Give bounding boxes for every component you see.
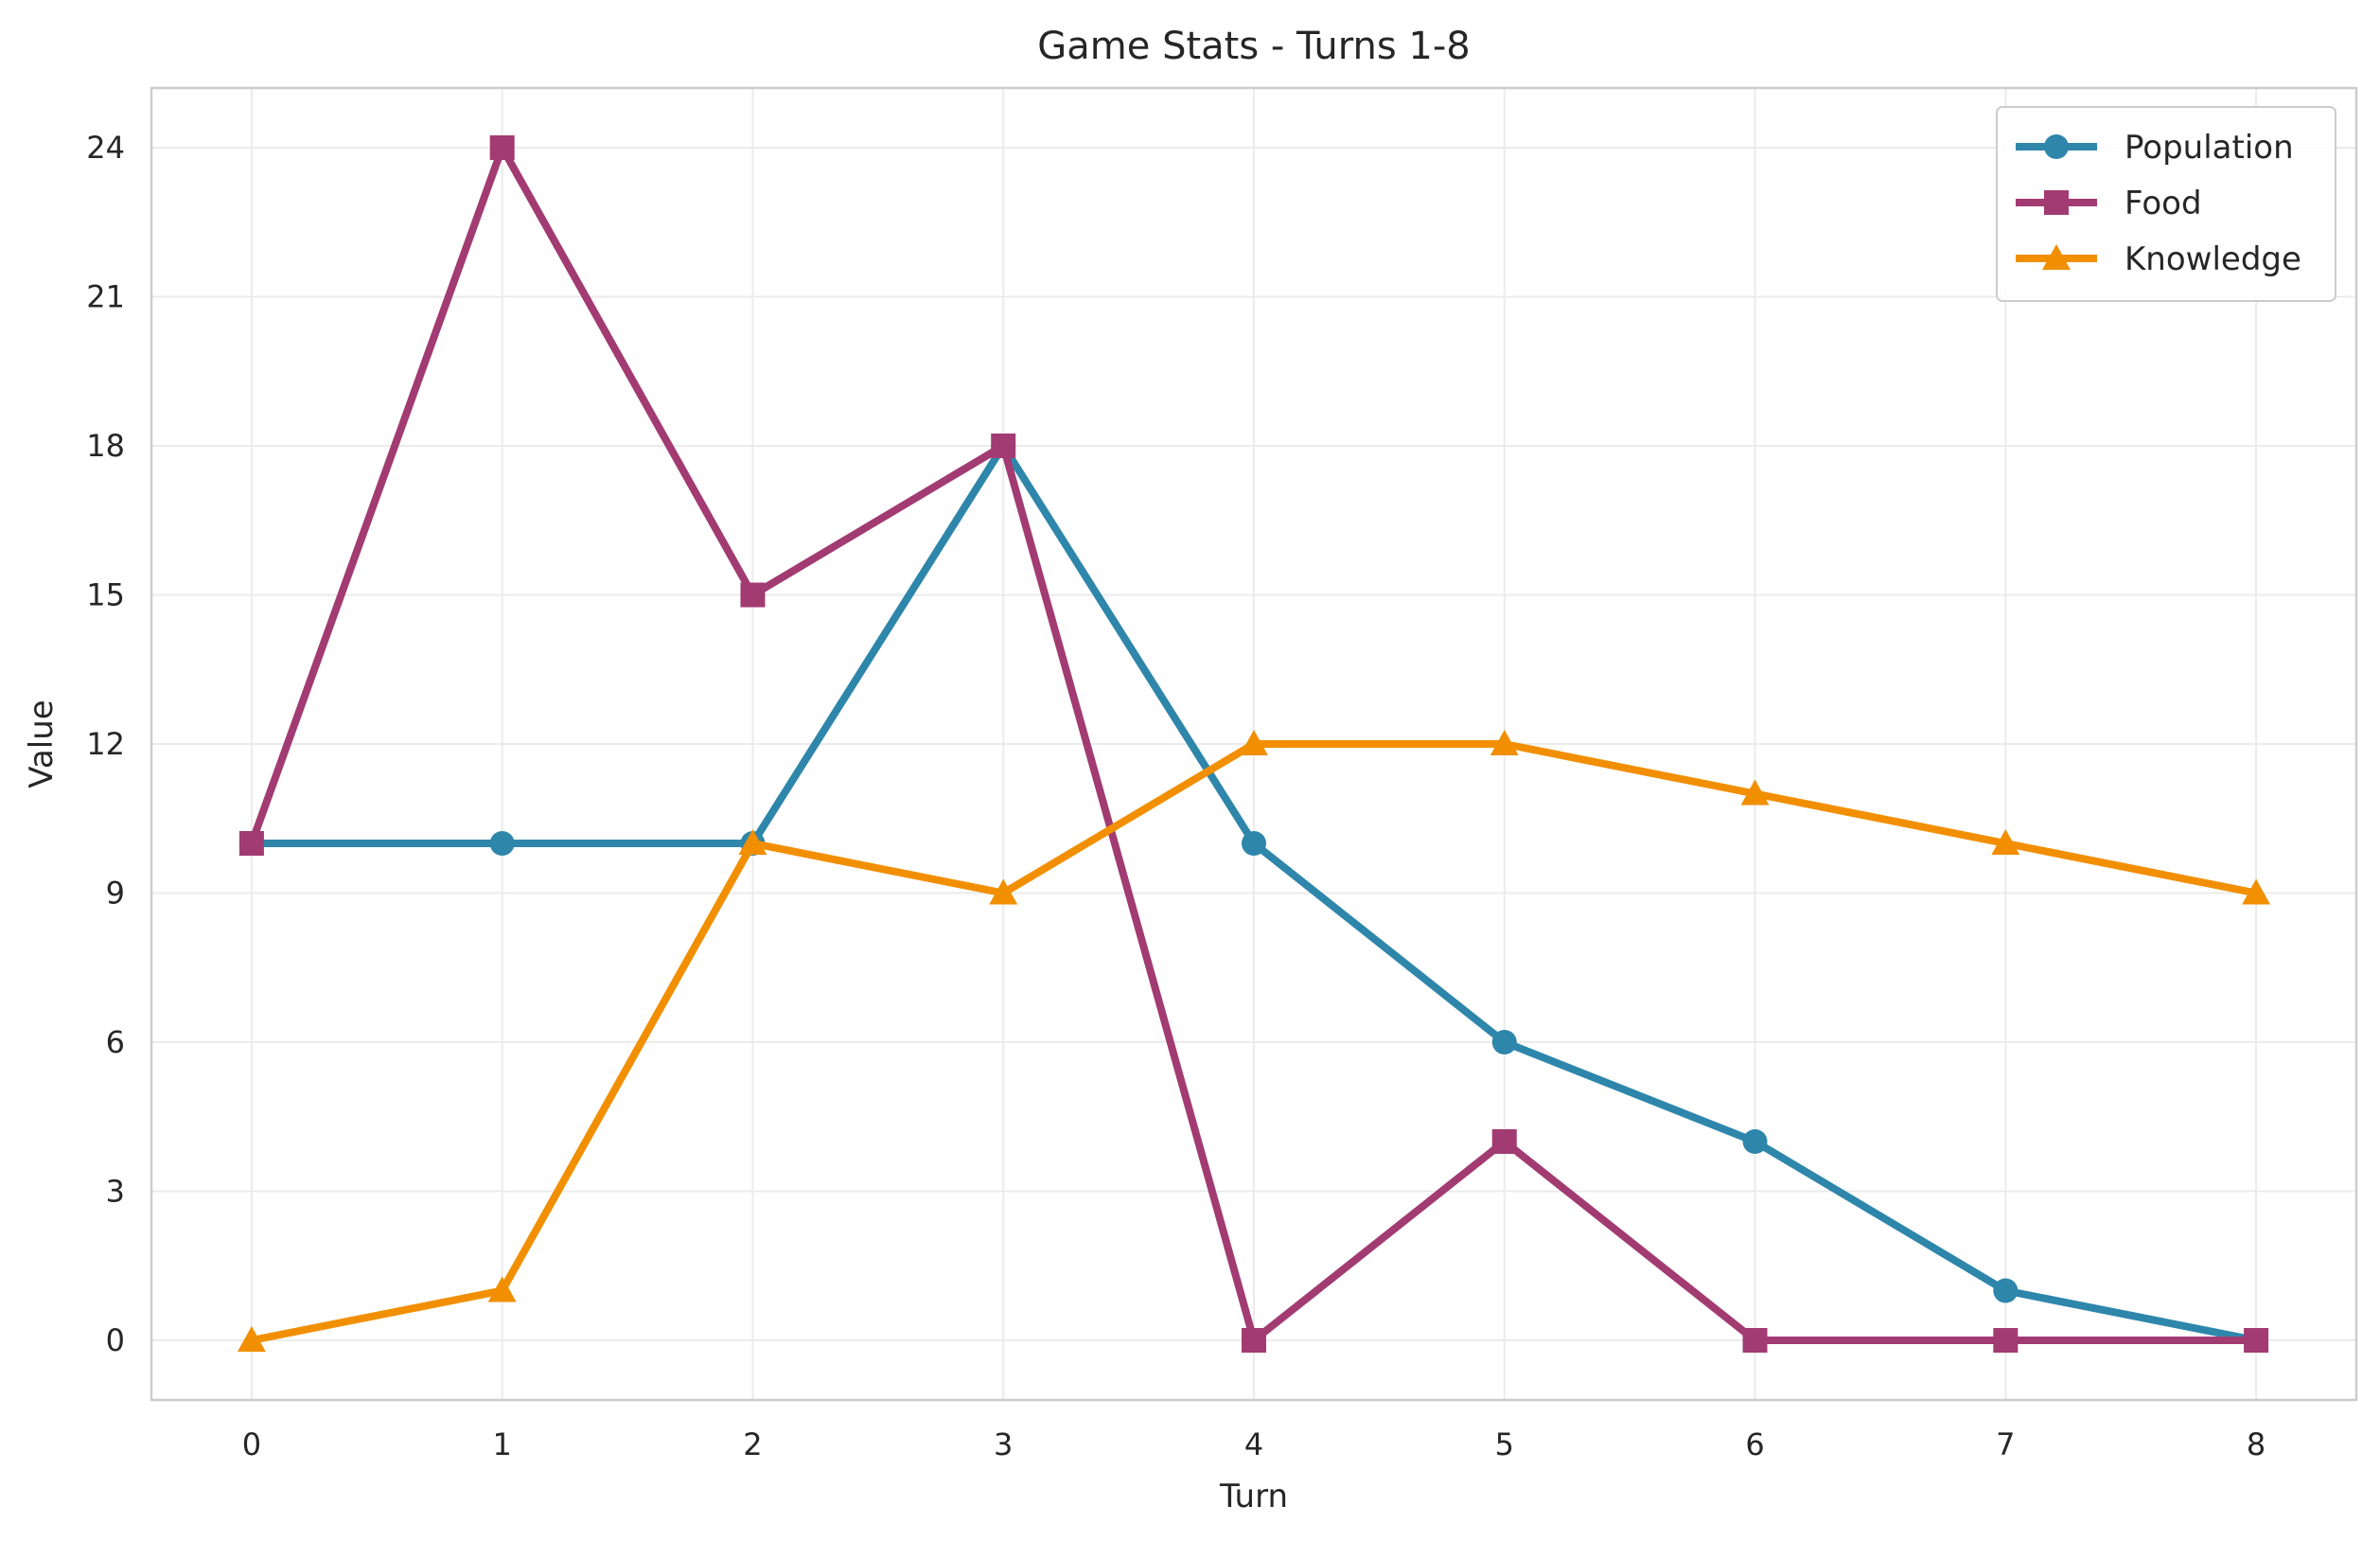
y-axis-label: Value [23,700,61,788]
y-tick-label: 12 [86,726,125,762]
y-tick-label: 15 [86,577,125,613]
data-point-population [1491,1030,1517,1054]
data-point-population [1993,1278,2019,1303]
legend-marker-population [2044,134,2069,159]
x-tick-label: 4 [1244,1426,1263,1462]
data-point-food [238,831,264,856]
y-axis-ticks: 0 3 6 9 12 15 18 21 24 [86,130,125,1358]
legend-box [1996,106,2336,302]
legend-label-knowledge: Knowledge [2124,240,2301,278]
x-tick-label: 0 [242,1426,261,1462]
data-point-food [740,582,766,608]
data-point-knowledge [1740,779,1770,806]
data-point-food [991,434,1016,458]
legend-marker-knowledge [2042,244,2071,270]
x-tick-label: 2 [743,1426,762,1462]
y-tick-label: 9 [106,876,125,912]
x-tick-label: 7 [1996,1426,2015,1462]
legend-item-knowledge: Knowledge [2016,240,2301,278]
x-tick-label: 8 [2247,1426,2265,1462]
plot-frame [150,86,2358,1402]
data-point-knowledge [1490,730,1519,755]
data-point-population [489,831,515,856]
data-point-food [1742,1328,1768,1353]
data-point-food [1993,1328,2019,1353]
data-point-knowledge [989,878,1018,905]
x-tick-label: 3 [994,1426,1013,1462]
y-tick-label: 3 [106,1174,125,1210]
legend-label-food: Food [2124,185,2202,222]
y-tick-label: 6 [106,1024,125,1060]
chart-title: Game Stats - Turns 1-8 [1037,25,1470,68]
data-point-knowledge [2242,878,2271,905]
series-food [238,135,2269,1353]
x-tick-label: 6 [1745,1426,1764,1462]
series-knowledge [237,730,2271,1352]
data-point-knowledge [487,1276,517,1302]
data-point-knowledge [237,1326,266,1352]
data-point-food [2244,1328,2269,1353]
data-point-population [1742,1129,1768,1154]
series-layer [237,135,2271,1353]
legend: Population Food Knowledge [1996,106,2336,302]
data-point-knowledge [1991,829,2020,855]
data-point-knowledge [738,829,767,855]
data-point-population [1242,831,1266,856]
legend-item-population: Population [2016,129,2294,167]
data-point-food [1242,1328,1266,1353]
x-tick-label: 5 [1495,1426,1514,1462]
data-point-food [489,135,515,160]
data-point-knowledge [1240,730,1268,755]
legend-item-food: Food [2016,185,2202,222]
y-tick-label: 18 [86,428,125,464]
x-axis-ticks: 0 1 2 3 4 5 6 7 8 [242,1426,2266,1462]
y-tick-label: 21 [86,279,125,315]
legend-label-population: Population [2124,129,2294,167]
y-tick-label: 24 [86,130,125,166]
data-point-food [1491,1129,1517,1154]
legend-marker-food [2044,190,2069,215]
x-axis-label: Turn [1219,1478,1288,1515]
y-tick-label: 0 [106,1322,125,1358]
x-tick-label: 1 [493,1426,512,1462]
